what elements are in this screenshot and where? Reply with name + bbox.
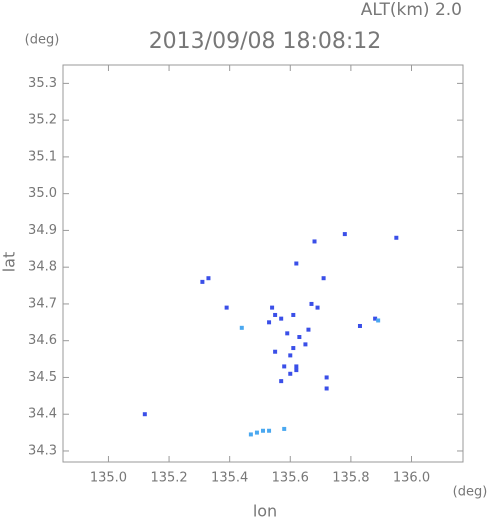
x-tick-label: 135.6	[272, 471, 309, 486]
x-axis-label: lon	[253, 502, 277, 521]
echo-point	[394, 235, 399, 240]
x-tick-label: 135.2	[150, 471, 187, 486]
x-unit: (deg)	[453, 485, 488, 500]
altitude-label: ALT(km) 2.0	[361, 0, 462, 20]
echo-point	[291, 346, 296, 351]
y-tick-label: 35.1	[28, 149, 57, 164]
echo-point	[291, 312, 296, 317]
y-tick-label: 34.4	[28, 407, 57, 422]
echo-point	[303, 342, 308, 347]
echo-point	[279, 379, 284, 384]
echo-point	[321, 276, 326, 281]
y-tick-label: 34.3	[28, 443, 57, 458]
y-tick-label: 34.8	[28, 260, 57, 275]
echo-point	[282, 364, 287, 369]
echo-point	[306, 327, 311, 332]
y-tick-label: 35.2	[28, 113, 57, 128]
echo-point	[239, 325, 244, 330]
echo-point	[270, 305, 275, 310]
echo-point	[261, 428, 265, 433]
x-tick-label: 135.0	[90, 471, 127, 486]
y-tick-label: 34.5	[28, 370, 57, 385]
echo-point	[285, 331, 290, 336]
echo-point	[376, 318, 381, 323]
echo-point	[315, 305, 320, 310]
echo-point	[324, 375, 329, 380]
y-tick-label: 35.0	[28, 186, 57, 201]
y-axis-label: lat	[0, 252, 19, 273]
echo-point	[294, 368, 299, 373]
echo-point	[294, 261, 299, 266]
echo-point	[224, 305, 229, 310]
y-tick-label: 34.6	[28, 333, 57, 348]
echo-point	[273, 349, 278, 354]
echo-point	[324, 386, 329, 391]
x-tick-label: 136.0	[393, 471, 430, 486]
echo-point	[309, 301, 314, 306]
echo-point	[342, 232, 347, 237]
echo-point	[357, 323, 362, 328]
plot-frame	[62, 64, 464, 463]
echo-point	[282, 426, 287, 431]
echo-point	[200, 279, 205, 284]
y-tick-label: 34.7	[28, 296, 57, 311]
echo-point	[312, 239, 317, 244]
echo-point	[142, 412, 147, 417]
x-tick-label: 135.8	[332, 471, 369, 486]
chart-title: 2013/09/08 18:08:12	[149, 29, 382, 54]
echo-point	[373, 316, 378, 321]
echo-point	[288, 353, 293, 358]
echo-point	[254, 430, 259, 435]
echo-point	[206, 276, 211, 281]
echo-point	[273, 312, 278, 317]
echo-point	[248, 432, 253, 437]
echo-point	[297, 335, 302, 340]
echo-point	[294, 364, 299, 369]
echo-point	[279, 316, 284, 321]
y-unit: (deg)	[25, 33, 60, 48]
x-tick-label: 135.4	[211, 471, 248, 486]
echo-point	[267, 320, 272, 325]
echo-point	[288, 371, 293, 376]
y-tick-label: 34.9	[28, 223, 57, 238]
y-tick-label: 35.3	[28, 76, 57, 91]
echo-point	[267, 428, 272, 433]
